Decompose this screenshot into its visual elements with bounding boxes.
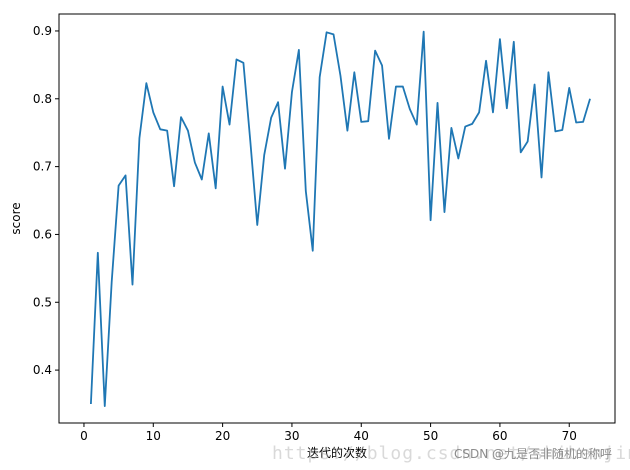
x-tick-label: 70 <box>562 429 577 443</box>
y-tick-label: 0.6 <box>33 227 52 241</box>
y-tick-label: 0.7 <box>33 160 52 174</box>
y-tick-label: 0.5 <box>33 295 52 309</box>
csdn-watermark: CSDN @九是否非随机的称呼 <box>453 447 612 461</box>
x-tick-label: 40 <box>354 429 369 443</box>
y-tick-label: 0.8 <box>33 92 52 106</box>
x-tick-label: 60 <box>492 429 507 443</box>
y-axis: 0.4 0.5 0.6 0.7 0.8 0.9 <box>33 24 59 377</box>
y-tick-label: 0.9 <box>33 24 52 38</box>
x-axis-label: 迭代的次数 <box>307 445 367 460</box>
score-line <box>89 30 591 407</box>
score-series <box>89 30 591 407</box>
faint-watermark: https://blog.csdn.net/shibenjingzhe <box>272 443 630 464</box>
y-axis-label: score <box>9 202 23 234</box>
x-tick-label: 10 <box>146 429 161 443</box>
x-tick-label: 0 <box>80 429 88 443</box>
x-tick-label: 20 <box>215 429 230 443</box>
x-tick-label: 30 <box>284 429 299 443</box>
axes-frame <box>58 13 616 424</box>
y-tick-label: 0.4 <box>33 363 52 377</box>
x-axis: 0 10 20 30 40 50 60 70 <box>80 423 577 443</box>
x-tick-label: 50 <box>423 429 438 443</box>
